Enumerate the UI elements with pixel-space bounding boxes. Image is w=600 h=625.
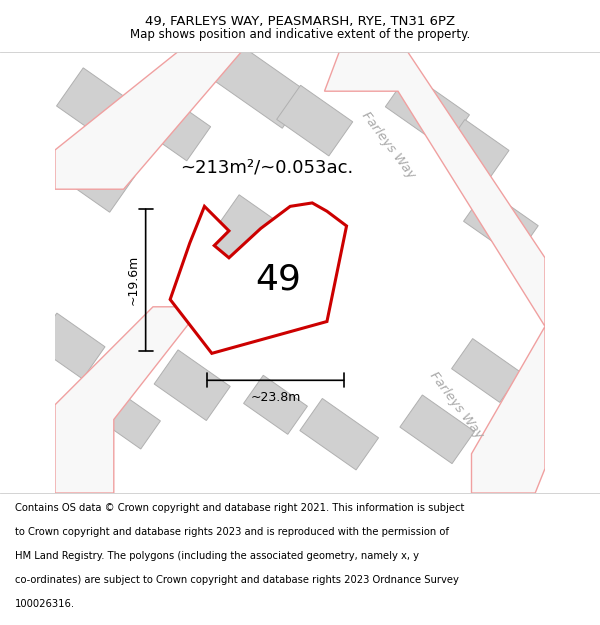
Text: co-ordinates) are subject to Crown copyright and database rights 2023 Ordnance S: co-ordinates) are subject to Crown copyr… <box>15 575 458 585</box>
Polygon shape <box>277 85 353 156</box>
Text: Contains OS data © Crown copyright and database right 2021. This information is : Contains OS data © Crown copyright and d… <box>15 503 464 513</box>
Polygon shape <box>214 44 308 128</box>
Polygon shape <box>325 52 545 326</box>
Text: ~19.6m: ~19.6m <box>127 255 140 305</box>
Polygon shape <box>134 90 211 161</box>
Polygon shape <box>34 313 105 379</box>
Polygon shape <box>464 189 538 258</box>
Text: Farleys Way: Farleys Way <box>427 369 486 441</box>
Polygon shape <box>472 326 545 493</box>
Polygon shape <box>244 375 307 434</box>
Polygon shape <box>452 339 521 402</box>
Polygon shape <box>56 68 151 154</box>
Text: 49, FARLEYS WAY, PEASMARSH, RYE, TN31 6PZ: 49, FARLEYS WAY, PEASMARSH, RYE, TN31 6P… <box>145 14 455 28</box>
Text: ~213m²/~0.053ac.: ~213m²/~0.053ac. <box>180 158 353 176</box>
Text: to Crown copyright and database rights 2023 and is reproduced with the permissio: to Crown copyright and database rights 2… <box>15 527 449 537</box>
Polygon shape <box>400 395 475 464</box>
Text: 49: 49 <box>255 263 301 297</box>
Polygon shape <box>300 399 379 470</box>
Text: Farleys Way: Farleys Way <box>359 109 418 181</box>
Text: Map shows position and indicative extent of the property.: Map shows position and indicative extent… <box>130 28 470 41</box>
Text: HM Land Registry. The polygons (including the associated geometry, namely x, y: HM Land Registry. The polygons (includin… <box>15 551 419 561</box>
Polygon shape <box>194 195 328 321</box>
Polygon shape <box>55 52 241 189</box>
Polygon shape <box>385 72 469 149</box>
Polygon shape <box>53 137 135 212</box>
Polygon shape <box>154 350 230 421</box>
Polygon shape <box>55 307 202 493</box>
Text: 100026316.: 100026316. <box>15 599 75 609</box>
Polygon shape <box>97 390 160 449</box>
Text: ~23.8m: ~23.8m <box>250 391 301 404</box>
Polygon shape <box>170 203 347 353</box>
Polygon shape <box>444 119 509 181</box>
